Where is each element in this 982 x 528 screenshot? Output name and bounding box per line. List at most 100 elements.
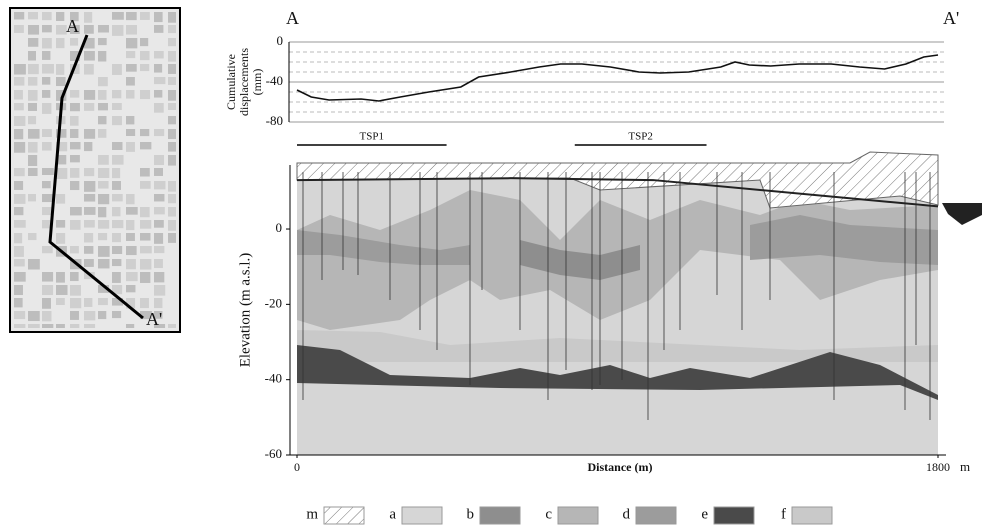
city-block (42, 285, 54, 296)
city-block (112, 220, 124, 229)
city-block (84, 142, 93, 152)
cross-section-chart: 0 -20 -40 -60 0 1800 m Distance (m) Elevation (m… (237, 151, 982, 525)
city-block (98, 129, 107, 138)
city-block (126, 207, 138, 215)
city-block (140, 129, 150, 137)
city-block (154, 246, 165, 254)
city-block (126, 324, 135, 328)
city-block (112, 116, 122, 126)
city-block (126, 194, 135, 205)
city-block (154, 129, 165, 137)
city-block (126, 285, 136, 293)
city-block (98, 311, 107, 320)
city-block (126, 246, 137, 256)
x-axis-label: Distance (m) (588, 460, 653, 474)
city-block (14, 103, 24, 111)
city-block (98, 51, 107, 62)
city-block (154, 272, 165, 283)
y-tick-label: 0 (276, 220, 283, 235)
city-block (70, 25, 80, 34)
city-block (70, 207, 82, 216)
city-block (42, 90, 51, 98)
city-block (28, 12, 39, 20)
y-axis-label: Elevation (m a.s.l.) (237, 253, 253, 368)
city-block (126, 142, 135, 152)
city-block (14, 272, 26, 282)
city-block (154, 220, 164, 228)
city-block (14, 129, 24, 140)
city-block (98, 90, 107, 100)
city-block (42, 194, 54, 203)
city-block (126, 233, 135, 241)
city-block (14, 324, 26, 328)
city-block (168, 90, 176, 101)
city-block (56, 220, 66, 228)
city-block (154, 155, 165, 166)
city-block (56, 168, 68, 179)
city-block (140, 181, 151, 189)
city-block (154, 181, 166, 190)
city-block (168, 38, 176, 47)
city-block (154, 311, 163, 319)
city-block (98, 194, 110, 205)
legend-key: b (467, 506, 475, 522)
city-block (56, 272, 65, 283)
city-block (84, 311, 96, 321)
city-block (28, 168, 38, 176)
city-block (140, 64, 150, 72)
city-block (154, 51, 164, 59)
city-block (126, 298, 136, 309)
city-block (28, 311, 40, 322)
city-block (14, 246, 24, 257)
city-block (140, 311, 152, 320)
city-block (98, 207, 107, 218)
city-block (126, 25, 137, 35)
city-block (98, 116, 107, 125)
city-block (70, 324, 80, 328)
city-block (56, 129, 67, 138)
city-block (126, 12, 137, 21)
city-block (84, 168, 95, 177)
city-block (14, 116, 26, 127)
city-block (42, 168, 54, 176)
city-block (14, 207, 24, 216)
city-block (84, 25, 94, 34)
city-block (140, 142, 152, 150)
city-block (140, 12, 150, 20)
city-block (112, 25, 124, 36)
city-block (154, 25, 164, 33)
city-block (126, 77, 135, 86)
x-tick-label: 0 (294, 460, 300, 474)
city-block (168, 220, 176, 231)
section-trace (48, 34, 144, 320)
section-start: A (286, 8, 299, 28)
city-block (56, 90, 67, 101)
city-block (112, 259, 122, 267)
city-block (154, 103, 164, 113)
city-block (98, 38, 107, 46)
city-block (140, 272, 151, 283)
city-block (112, 298, 124, 306)
map-label-end: A' (146, 309, 162, 329)
city-block (56, 64, 65, 75)
city-block (168, 233, 176, 243)
city-block (70, 246, 79, 254)
city-block (42, 142, 52, 151)
city-block (112, 168, 121, 179)
city-block (56, 194, 66, 204)
city-block (42, 311, 52, 322)
city-block (154, 64, 163, 73)
city-block (70, 285, 81, 296)
city-block (14, 311, 26, 320)
city-block (168, 142, 176, 152)
city-block (168, 64, 176, 74)
city-block (14, 168, 25, 177)
city-block (70, 168, 80, 178)
city-block (42, 272, 54, 282)
city-block (84, 103, 95, 111)
legend-swatch (635, 506, 677, 525)
displacement-chart: 0 -40 -80 Cumulative displacements (mm) TSP1 TS… (224, 33, 944, 146)
city-block (28, 233, 37, 241)
city-block (84, 233, 94, 243)
